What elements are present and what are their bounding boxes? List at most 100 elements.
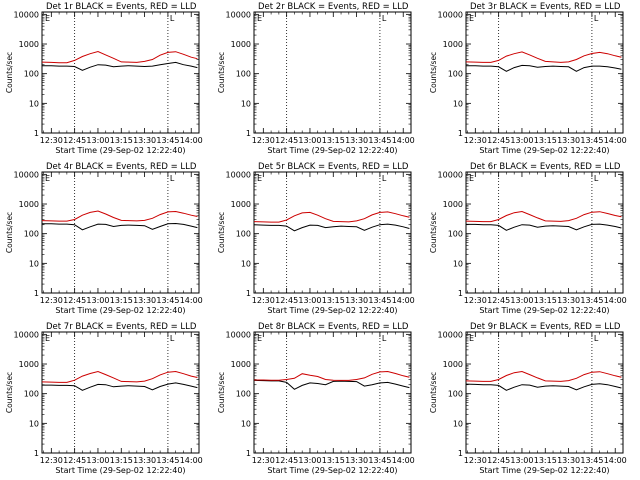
y-tick-label: 100: [236, 230, 251, 239]
x-tick-label: 13:00: [298, 456, 321, 465]
panel-det-9: Det 9r BLACK = Events, RED = LLD Counts/s…: [429, 322, 627, 475]
y-tick-label: 1: [34, 449, 39, 458]
x-tick-label: 14:00: [180, 296, 203, 305]
x-tick-label: 12:45: [487, 136, 510, 145]
x-axis-label: Start Time (29-Sep-02 12:22:40): [267, 146, 397, 155]
flag-l: L: [594, 174, 599, 183]
x-tick-label: 13:15: [322, 136, 345, 145]
flag-e: E: [45, 14, 50, 23]
panel-det-4: Det 4r BLACK = Events, RED = LLD Counts/s…: [5, 162, 203, 315]
plot-frame: [41, 171, 200, 294]
x-tick-label: 13:45: [580, 136, 603, 145]
x-tick-label: 12:30: [252, 136, 275, 145]
x-tick-label: 12:30: [252, 296, 275, 305]
x-tick-label: 13:30: [557, 136, 580, 145]
x-tick-label: 12:45: [275, 296, 298, 305]
x-tick-label: 12:30: [40, 456, 63, 465]
plot-frame: [465, 11, 624, 134]
x-tick-label: 14:00: [604, 296, 627, 305]
events-line: [466, 64, 622, 72]
y-tick-label: 10: [241, 259, 251, 268]
flag-e: E: [469, 174, 474, 183]
x-tick-label: 12:45: [275, 136, 298, 145]
plot-frame: [41, 331, 200, 454]
panel-title: Det 1r BLACK = Events, RED = LLD: [46, 2, 197, 12]
x-tick-label: 14:00: [392, 456, 415, 465]
y-tick-label: 10000: [226, 330, 251, 339]
lld-line: [41, 210, 198, 222]
y-axis-label: Counts/sec: [217, 372, 226, 413]
events-line: [42, 222, 198, 231]
y-tick-label: 100: [448, 70, 463, 79]
y-axis-label: Counts/sec: [429, 212, 438, 253]
y-tick-label: 100: [24, 70, 39, 79]
y-tick-label: 1: [458, 129, 463, 138]
panel-title: Det 6r BLACK = Events, RED = LLD: [470, 162, 621, 172]
y-tick-label: 1: [34, 129, 39, 138]
x-tick-label: 13:00: [510, 296, 533, 305]
x-tick-label: 13:45: [368, 136, 391, 145]
flag-e: E: [469, 334, 474, 343]
x-tick-label: 12:45: [487, 456, 510, 465]
x-axis-label: Start Time (29-Sep-02 12:22:40): [55, 146, 185, 155]
x-axis-label: Start Time (29-Sep-02 12:22:40): [55, 466, 185, 475]
panel-det-5: Det 5r BLACK = Events, RED = LLD Counts/s…: [217, 162, 415, 315]
y-axis-label: Counts/sec: [5, 372, 14, 413]
y-tick-label: 100: [448, 230, 463, 239]
flag-e: E: [257, 14, 262, 23]
events-line: [42, 382, 198, 391]
x-tick-label: 13:00: [298, 296, 321, 305]
y-tick-label: 10000: [14, 10, 39, 19]
flag-l: L: [170, 174, 175, 183]
y-tick-label: 1: [458, 289, 463, 298]
flag-e: E: [257, 334, 262, 343]
y-tick-label: 10: [453, 259, 463, 268]
x-tick-label: 13:30: [133, 296, 156, 305]
y-tick-label: 1000: [443, 360, 463, 369]
panel-title: Det 3r BLACK = Events, RED = LLD: [470, 2, 621, 12]
panel-title: Det 5r BLACK = Events, RED = LLD: [258, 162, 409, 172]
events-line: [42, 61, 198, 71]
y-tick-label: 1: [458, 449, 463, 458]
events-line: [465, 383, 622, 391]
x-tick-label: 12:30: [464, 296, 487, 305]
flag-l: L: [382, 14, 387, 23]
x-tick-label: 12:45: [487, 296, 510, 305]
lld-line: [41, 50, 198, 64]
y-tick-label: 10: [241, 99, 251, 108]
y-tick-label: 10000: [438, 10, 463, 19]
x-tick-label: 12:45: [63, 296, 86, 305]
x-tick-label: 13:45: [580, 296, 603, 305]
events-line: [253, 379, 410, 390]
x-tick-label: 14:00: [180, 136, 203, 145]
y-tick-label: 10000: [438, 330, 463, 339]
x-tick-label: 13:15: [110, 136, 133, 145]
x-axis-label: Start Time (29-Sep-02 12:22:40): [479, 466, 609, 475]
y-tick-label: 1000: [443, 40, 463, 49]
x-axis-label: Start Time (29-Sep-02 12:22:40): [267, 466, 397, 475]
panel-title: Det 4r BLACK = Events, RED = LLD: [46, 162, 197, 172]
y-tick-label: 100: [236, 390, 251, 399]
y-tick-label: 1000: [19, 360, 39, 369]
x-axis-label: Start Time (29-Sep-02 12:22:40): [267, 306, 397, 315]
x-tick-label: 13:45: [156, 296, 179, 305]
flag-l: L: [382, 174, 387, 183]
flag-l: L: [170, 14, 175, 23]
panel-det-3: Det 3r BLACK = Events, RED = LLD Counts/s…: [429, 2, 627, 155]
flag-e: E: [45, 174, 50, 183]
panel-det-1: Det 1r BLACK = Events, RED = LLD Counts/s…: [5, 2, 203, 155]
y-tick-label: 1000: [19, 40, 39, 49]
events-line: [466, 223, 622, 231]
flag-l: L: [170, 334, 175, 343]
x-tick-label: 13:30: [557, 456, 580, 465]
y-tick-label: 1000: [231, 200, 251, 209]
flag-e: E: [257, 174, 262, 183]
x-tick-label: 13:15: [110, 296, 133, 305]
y-tick-label: 10000: [226, 10, 251, 19]
panel-det-7: Det 7r BLACK = Events, RED = LLD Counts/s…: [5, 322, 203, 475]
y-tick-label: 100: [24, 230, 39, 239]
x-tick-label: 13:00: [510, 456, 533, 465]
x-tick-label: 13:00: [86, 456, 109, 465]
x-tick-label: 13:45: [368, 456, 391, 465]
x-tick-label: 12:30: [464, 136, 487, 145]
